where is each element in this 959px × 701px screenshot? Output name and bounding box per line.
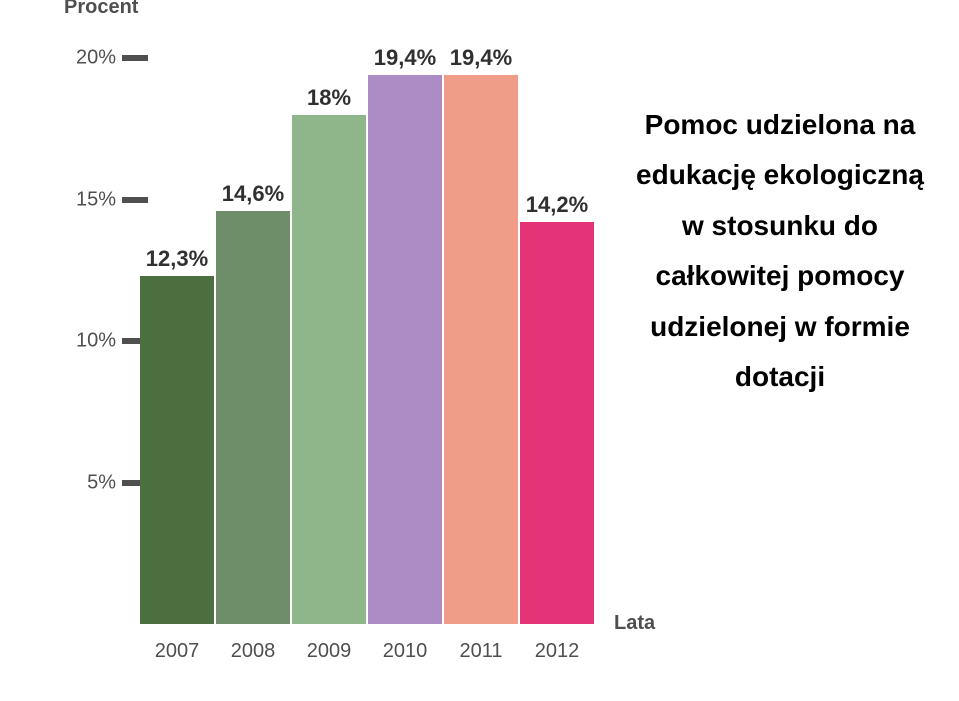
x-tick-label: 2007 <box>155 640 200 663</box>
side-caption: Pomoc udzielona naedukację ekologicznąw … <box>615 100 945 402</box>
bar-value-label: 18% <box>307 85 351 111</box>
bar-value-label: 14,6% <box>222 181 284 207</box>
bar-chart: Procent 5% 10% 15% 20% 12,3% 14,6% 18% 19,4% 19… <box>64 0 584 680</box>
y-tick-label: 20% <box>64 47 116 70</box>
bar-value-label: 19,4% <box>374 45 436 71</box>
bar-value-label: 12,3% <box>146 246 208 272</box>
x-tick-label: 2011 <box>459 640 502 663</box>
y-tick-label: 15% <box>64 188 116 211</box>
x-tick-label: 2010 <box>383 640 428 663</box>
bar-value-label: 19,4% <box>450 45 512 71</box>
caption-line: Pomoc udzielona na <box>615 100 945 150</box>
caption-line: całkowitej pomocy <box>615 251 945 301</box>
caption-line: udzielonej w formie <box>615 302 945 352</box>
caption-line: dotacji <box>615 352 945 402</box>
bar-value-label: 14,2% <box>526 192 588 218</box>
y-tick-label: 5% <box>64 471 116 494</box>
bar <box>140 276 214 624</box>
caption-line: edukację ekologiczną <box>615 150 945 200</box>
bars-area: 12,3% 14,6% 18% 19,4% 19,4% 14,2% <box>134 0 604 624</box>
caption-line: w stosunku do <box>615 201 945 251</box>
bar <box>444 75 518 624</box>
y-tick-label: 10% <box>64 330 116 353</box>
y-axis-title: Procent <box>64 0 138 19</box>
x-axis-title: Lata <box>614 612 655 635</box>
bar <box>216 211 290 624</box>
x-tick-label: 2009 <box>307 640 352 663</box>
bar <box>368 75 442 624</box>
bar <box>520 222 594 624</box>
x-tick-label: 2012 <box>535 640 580 663</box>
bar <box>292 115 366 624</box>
chart-stage: Procent 5% 10% 15% 20% 12,3% 14,6% 18% 19,4% 19… <box>0 0 959 701</box>
x-tick-label: 2008 <box>231 640 276 663</box>
